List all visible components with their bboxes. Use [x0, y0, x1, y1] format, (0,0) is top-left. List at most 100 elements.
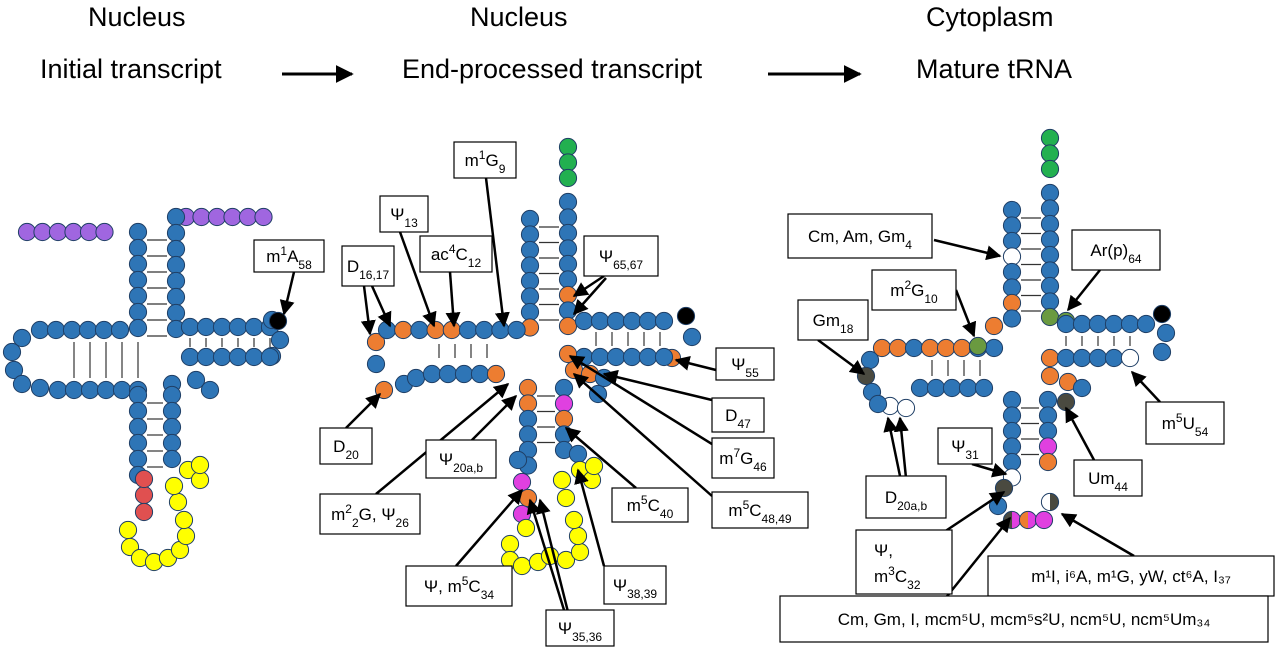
d-stem — [942, 378, 962, 398]
anticodon-stem — [1038, 437, 1058, 456]
d-stem — [112, 380, 132, 400]
anticodon-stem — [518, 378, 538, 398]
t-loop — [682, 327, 702, 347]
anticodon-stem — [1002, 452, 1022, 472]
acceptor-stem — [558, 301, 578, 320]
nucleotide-half — [1012, 511, 1021, 529]
acceptor-stem — [1002, 293, 1022, 313]
anticodon-stem — [1038, 406, 1058, 425]
acceptor-stem — [1040, 261, 1060, 280]
panel2-stage: End-processed transcript — [402, 54, 703, 84]
intron-nucleotide — [516, 518, 536, 538]
t-stem — [1072, 314, 1092, 334]
anticodon-stem — [518, 425, 538, 444]
d47-label: D47 — [725, 406, 751, 431]
d20-label: D20 — [333, 437, 359, 462]
acceptor-stem — [1040, 245, 1060, 265]
t-stem — [244, 317, 264, 337]
intron-splice — [134, 485, 154, 505]
psi31-arrow — [971, 462, 1008, 478]
acceptor-stem — [1002, 309, 1022, 328]
m5c40-box — [611, 487, 689, 523]
d-loop — [4, 360, 24, 380]
d47-arrow — [602, 369, 713, 402]
acceptor-stem — [166, 223, 186, 243]
d20ab-arrow — [893, 416, 909, 479]
variable-loop — [1040, 366, 1060, 386]
t-stem — [1056, 314, 1076, 334]
annotation-boxes: m1A58 D16,17 Ψ13 ac4C12 m1G9 Ψ65,67 D20 Ψ20a,b m… — [253, 141, 1275, 647]
psi20ab-arrow — [467, 394, 518, 445]
t-stem — [196, 347, 216, 367]
d-stem — [984, 338, 1004, 358]
acceptor-stem — [1002, 247, 1022, 266]
t-stem — [1120, 314, 1140, 334]
d-stem — [110, 320, 130, 340]
anticodon-stem — [554, 425, 574, 444]
intron-nucleotide — [176, 526, 196, 546]
cca-tail — [1040, 159, 1060, 179]
anticodon-stem — [1002, 437, 1022, 456]
t-loop-m1a58 — [268, 311, 288, 331]
acceptor-stem — [1040, 183, 1060, 203]
intron-nucleotide — [512, 556, 532, 576]
psi13-label: Ψ13 — [390, 205, 418, 230]
base-pair-lines — [73, 217, 1131, 468]
m5u54-arrow — [1130, 370, 1161, 403]
m5u54-box — [1145, 401, 1225, 445]
m5u54-label: m5U54 — [1162, 411, 1209, 439]
d-loop — [406, 368, 426, 388]
psi55-box — [715, 347, 775, 381]
d20-arrow — [345, 392, 382, 429]
psi55-arrow — [674, 355, 717, 372]
t-loop — [676, 306, 696, 326]
intron-nucleotide — [168, 492, 188, 512]
variable-loop — [186, 370, 206, 390]
t-stem — [228, 317, 248, 337]
acceptor-stem — [520, 256, 540, 275]
d-stem — [94, 320, 114, 340]
t-stem — [622, 347, 642, 367]
t-stem — [212, 347, 232, 367]
d-stem — [442, 320, 461, 340]
intron-nucleotide — [568, 526, 588, 546]
acceptor-stem — [128, 238, 148, 258]
m5c4849-box — [711, 491, 809, 529]
anticodon-stem — [128, 449, 148, 469]
psi3536-arrow — [526, 498, 566, 611]
d-stem — [64, 380, 84, 400]
trailer-nucleotide — [223, 207, 242, 227]
t-stem — [1072, 348, 1092, 368]
m5c4849-label: m5C48,49 — [728, 498, 791, 526]
d-stem-m2g10 — [968, 336, 988, 356]
psi6567-arrow — [572, 274, 605, 298]
psi3839-box — [603, 565, 667, 605]
anticodon-m5c34 — [512, 472, 532, 492]
t-stem — [654, 347, 674, 367]
intron-nucleotide — [570, 542, 590, 562]
anticodon-m3c32 — [994, 478, 1014, 498]
d-stem — [920, 338, 940, 358]
d-stem — [80, 380, 100, 400]
m5c40-label: m5C40 — [627, 493, 674, 521]
um44-arrow — [1064, 406, 1096, 461]
anticodon-stem — [1002, 390, 1022, 410]
psi3839-label: Ψ38,39 — [613, 576, 658, 601]
pos34-arrow — [943, 516, 1011, 601]
acceptor-stem — [558, 239, 578, 258]
m1g9-label: m1G9 — [465, 148, 506, 176]
acceptor-stem — [558, 208, 578, 227]
anticodon-stem — [128, 417, 148, 437]
d1617-label: D16,17 — [347, 257, 390, 282]
acceptor-stem — [520, 287, 540, 306]
anticodon-stem — [162, 401, 182, 421]
d-loop — [366, 354, 386, 374]
t-stem — [1136, 314, 1156, 334]
t-stem — [180, 347, 200, 367]
anticodon — [508, 450, 528, 470]
intron-nucleotide — [174, 510, 194, 530]
acceptor-stem — [520, 240, 540, 260]
m7g46-label: m7G46 — [719, 446, 767, 474]
t-stem — [1120, 348, 1140, 368]
anticodon-stem — [128, 385, 148, 405]
